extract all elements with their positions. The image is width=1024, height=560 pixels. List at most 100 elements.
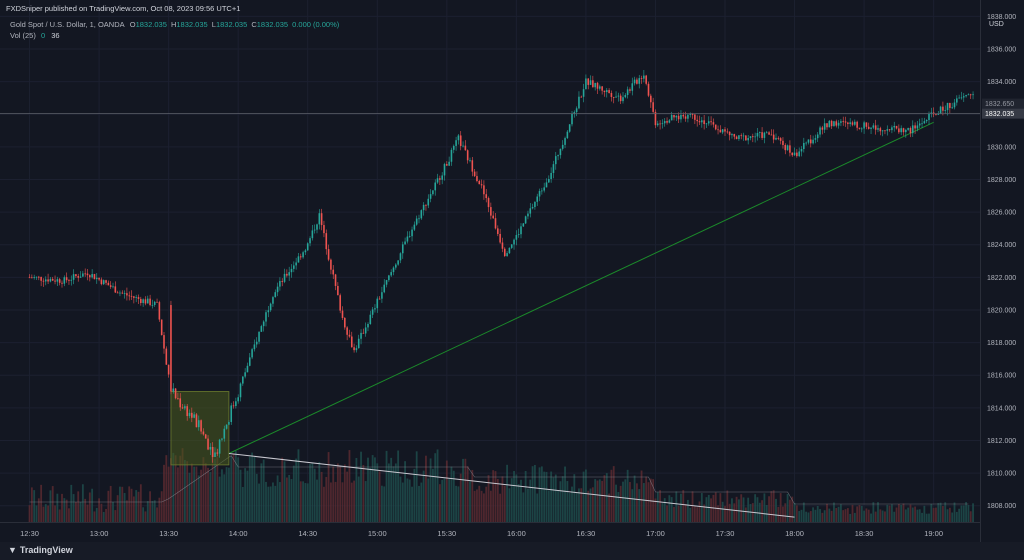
candle-body bbox=[571, 113, 573, 125]
volume-bar bbox=[297, 449, 300, 522]
candle-body bbox=[879, 128, 882, 132]
candle-body bbox=[580, 96, 583, 98]
candle-body bbox=[823, 123, 826, 130]
candle-body bbox=[487, 198, 490, 208]
volume-bar bbox=[214, 458, 216, 522]
volume-bar bbox=[114, 510, 117, 522]
volume-bar bbox=[589, 488, 592, 522]
candle-body bbox=[958, 97, 960, 99]
candle-body bbox=[587, 78, 590, 85]
candle-body bbox=[483, 185, 485, 195]
candle-body bbox=[383, 284, 386, 293]
volume-bar bbox=[411, 486, 413, 522]
candle-body bbox=[782, 140, 784, 146]
volume-bar bbox=[483, 493, 485, 522]
volume-bar bbox=[515, 474, 518, 522]
time-tick: 14:30 bbox=[298, 529, 317, 538]
candle-body bbox=[197, 420, 200, 428]
volume-bar bbox=[951, 512, 954, 522]
candle-body bbox=[953, 102, 956, 108]
volume-bar bbox=[879, 509, 882, 522]
candle-body bbox=[531, 207, 534, 209]
chart-area[interactable] bbox=[0, 0, 980, 522]
price-tick: 1822.000 bbox=[987, 275, 1016, 282]
volume-bar bbox=[886, 504, 889, 522]
volume-bar bbox=[758, 502, 761, 522]
candle-body bbox=[413, 224, 416, 230]
volume-bar bbox=[877, 502, 879, 522]
volume-bar bbox=[390, 457, 393, 522]
volume-bar bbox=[603, 475, 606, 522]
volume-bar bbox=[239, 469, 242, 522]
volume-bar bbox=[260, 463, 263, 522]
volume-legend[interactable]: Vol (25) 0 36 bbox=[10, 31, 60, 40]
volume-bar bbox=[33, 490, 36, 522]
price-tick: 1824.000 bbox=[987, 242, 1016, 249]
candle-body bbox=[573, 112, 576, 114]
candle-body bbox=[109, 285, 112, 287]
candle-body bbox=[191, 412, 193, 418]
candle-body bbox=[251, 349, 253, 358]
candle-body bbox=[86, 273, 89, 276]
tradingview-logo[interactable]: ▼ TradingView bbox=[8, 545, 73, 555]
price-chart[interactable] bbox=[0, 0, 980, 522]
candle-body bbox=[107, 282, 110, 286]
time-tick: 13:00 bbox=[90, 529, 109, 538]
volume-bar bbox=[54, 505, 56, 522]
volume-bar bbox=[413, 468, 416, 522]
volume-bar bbox=[325, 476, 328, 522]
candle-body bbox=[752, 136, 754, 138]
volume-bar bbox=[944, 502, 947, 522]
volume-bar bbox=[807, 512, 810, 522]
o-value: 1832.035 bbox=[135, 20, 167, 29]
volume-bar bbox=[867, 509, 870, 522]
volume-bar bbox=[891, 504, 893, 522]
candle-body bbox=[775, 137, 777, 140]
volume-bar bbox=[422, 470, 425, 522]
volume-bar bbox=[355, 457, 358, 522]
candle-body bbox=[508, 247, 511, 254]
symbol-legend[interactable]: Gold Spot / U.S. Dollar, 1, OANDA O1832.… bbox=[10, 20, 341, 29]
volume-bar bbox=[703, 504, 706, 522]
time-axis[interactable]: 12:30 13:00 13:30 14:00 14:30 15:00 15:30 16:00… bbox=[0, 522, 980, 543]
volume-bar bbox=[316, 479, 318, 522]
candle-body bbox=[279, 281, 281, 287]
volume-bar bbox=[858, 504, 861, 522]
candle-body bbox=[589, 80, 592, 85]
volume-bar bbox=[675, 491, 678, 522]
candle-body bbox=[93, 274, 96, 280]
volume-bar bbox=[339, 465, 342, 522]
volume-bar bbox=[130, 488, 133, 522]
candle-body bbox=[452, 145, 455, 150]
volume-bar bbox=[360, 451, 362, 522]
volume-bar bbox=[369, 467, 372, 522]
candle-body bbox=[793, 152, 796, 156]
volume-bar bbox=[568, 492, 571, 522]
candle-body bbox=[288, 272, 290, 276]
candle-body bbox=[819, 127, 821, 135]
volume-bar bbox=[573, 474, 576, 522]
volume-bar bbox=[888, 505, 891, 522]
volume-bar bbox=[517, 484, 520, 522]
volume-bar bbox=[323, 486, 325, 522]
candle-body bbox=[163, 335, 165, 349]
volume-bar bbox=[167, 466, 170, 522]
volume-bar bbox=[921, 512, 923, 522]
volume-bar bbox=[241, 486, 244, 522]
candle-body bbox=[659, 123, 661, 125]
volume-bar bbox=[770, 491, 773, 522]
volume-bar bbox=[645, 476, 648, 522]
candle-body bbox=[891, 127, 893, 131]
price-axis[interactable]: USD1838.0001836.0001834.0001832.0001830.… bbox=[980, 0, 1024, 542]
candle-body bbox=[214, 452, 216, 458]
candle-body bbox=[337, 285, 339, 296]
volume-bar bbox=[802, 502, 805, 522]
candle-body bbox=[313, 229, 316, 231]
candle-body bbox=[874, 125, 877, 130]
candle-body bbox=[552, 164, 555, 173]
candle-body bbox=[418, 218, 420, 220]
l-label: L bbox=[211, 20, 216, 29]
volume-bar bbox=[209, 471, 212, 522]
volume-bar bbox=[253, 456, 256, 522]
volume-bar bbox=[172, 452, 175, 522]
